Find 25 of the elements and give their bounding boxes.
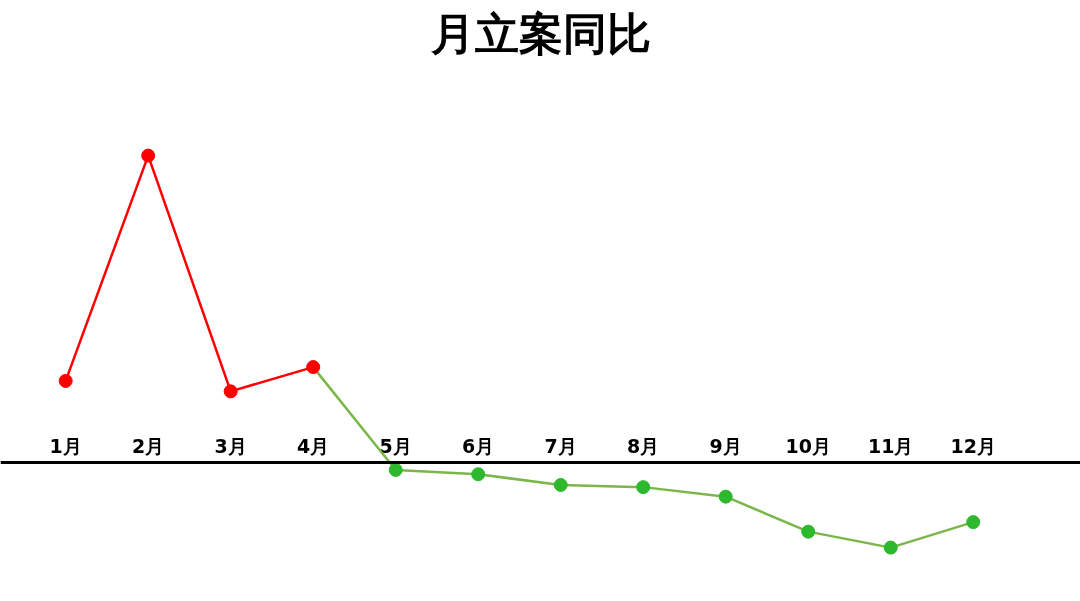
point bbox=[966, 515, 981, 530]
point bbox=[636, 480, 651, 495]
point bbox=[553, 477, 568, 492]
x-tick-label: 11月 bbox=[868, 434, 914, 457]
x-tick-label: 6月 bbox=[462, 434, 495, 457]
point bbox=[58, 373, 73, 388]
point bbox=[223, 384, 238, 399]
x-tick-label: 5月 bbox=[379, 434, 412, 457]
x-tick-label: 9月 bbox=[709, 434, 742, 457]
point bbox=[718, 489, 733, 504]
x-tick-label: 10月 bbox=[785, 434, 831, 457]
point bbox=[471, 467, 486, 482]
point bbox=[883, 540, 898, 555]
point bbox=[388, 462, 403, 477]
point bbox=[141, 148, 156, 163]
x-tick-label: 4月 bbox=[297, 434, 330, 457]
x-tick-label: 3月 bbox=[214, 434, 247, 457]
x-tick-label: 7月 bbox=[544, 434, 577, 457]
point bbox=[306, 360, 321, 375]
x-tick-label: 8月 bbox=[627, 434, 660, 457]
x-tick-label: 12月 bbox=[950, 434, 996, 457]
x-tick-label: 1月 bbox=[49, 434, 82, 457]
point bbox=[801, 524, 816, 539]
chart-title: 月立案同比 bbox=[429, 7, 651, 59]
x-tick-label: 2月 bbox=[132, 434, 165, 457]
